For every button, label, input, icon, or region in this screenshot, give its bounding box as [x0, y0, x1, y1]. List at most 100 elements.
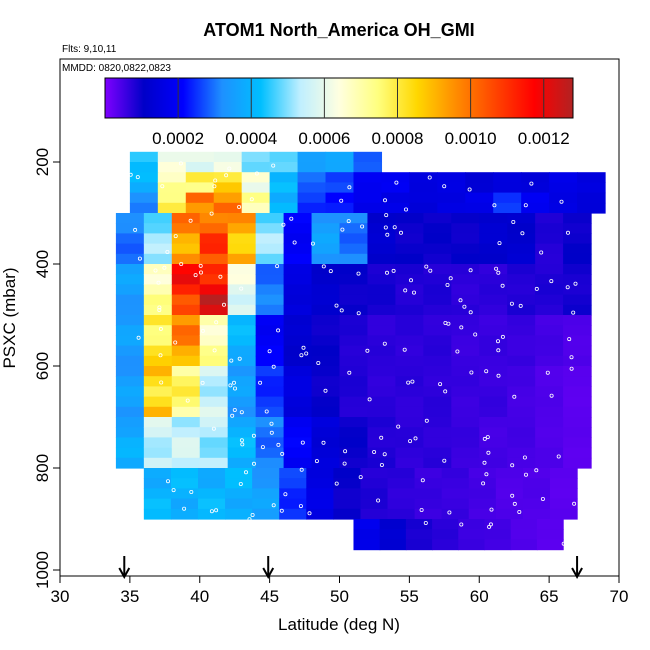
heatmap-cell — [367, 264, 396, 275]
heatmap-cell — [367, 427, 396, 438]
heatmap-cell — [255, 315, 285, 326]
heatmap-cell — [550, 468, 578, 479]
observation-point — [251, 526, 256, 531]
heatmap-cell — [507, 355, 536, 367]
observation-point — [468, 310, 473, 315]
heatmap-cell — [493, 172, 522, 183]
observation-point — [165, 479, 170, 484]
heatmap-cell — [367, 355, 396, 367]
heatmap-cell — [507, 386, 536, 398]
observation-point — [496, 373, 501, 378]
heatmap-cell — [465, 202, 494, 214]
heatmap-cell — [213, 192, 243, 204]
observation-point — [307, 511, 312, 516]
observation-point — [276, 442, 281, 447]
observation-point — [158, 353, 163, 358]
observation-point — [556, 454, 561, 459]
heatmap-cell — [306, 498, 334, 510]
y-tick-label: 400 — [33, 250, 52, 278]
heatmap-cell — [227, 315, 257, 326]
observation-point — [342, 461, 347, 466]
observation-point — [406, 380, 411, 385]
heatmap-cell — [143, 284, 173, 296]
heatmap-cell — [536, 539, 564, 551]
heatmap-cell — [479, 355, 508, 367]
observation-point — [232, 386, 237, 391]
observation-point — [271, 364, 276, 369]
x-tick-label: 60 — [470, 587, 489, 606]
heatmap-cell — [199, 274, 229, 285]
heatmap-cell — [423, 223, 452, 234]
heatmap-cell — [479, 284, 508, 296]
heatmap-cell — [255, 243, 285, 255]
mmdd-label: MMDD: 0820,0822,0823 — [62, 63, 171, 74]
heatmap-cell — [549, 192, 578, 204]
observation-point — [545, 370, 550, 375]
observation-point — [239, 286, 244, 291]
heatmap-cell — [432, 539, 459, 551]
observation-point — [495, 339, 500, 344]
heatmap-cell — [367, 213, 396, 224]
heatmap-cell — [432, 529, 459, 540]
observation-point — [376, 498, 381, 503]
heatmap-cell — [199, 396, 229, 408]
observation-point — [468, 268, 473, 273]
heatmap-cell — [535, 447, 564, 459]
heatmap-cell — [279, 488, 307, 500]
observation-point — [232, 407, 237, 412]
heatmap-cell — [283, 253, 313, 265]
heatmap-cell — [381, 192, 410, 204]
heatmap-cell — [353, 519, 381, 530]
heatmap-cell — [225, 508, 253, 520]
heatmap-cell — [563, 447, 592, 459]
heatmap-cell — [339, 243, 369, 255]
heatmap-cell — [115, 366, 145, 377]
observation-point — [529, 181, 534, 186]
heatmap-cell — [199, 366, 229, 377]
heatmap-cell — [414, 488, 443, 500]
heatmap-cell — [423, 447, 452, 459]
heatmap-cell — [423, 427, 452, 438]
observation-point — [391, 268, 396, 273]
heatmap-cell — [129, 172, 159, 183]
observation-point — [213, 178, 218, 183]
heatmap-cell — [353, 151, 383, 163]
observation-point — [165, 249, 170, 254]
heatmap-cell — [199, 355, 229, 367]
x-tick-label: 30 — [51, 587, 70, 606]
observation-point — [413, 436, 418, 441]
observation-point — [403, 288, 408, 293]
heatmap-cell — [563, 366, 592, 377]
observation-point — [229, 358, 234, 363]
observation-point — [494, 266, 499, 271]
observation-point — [271, 163, 276, 168]
heatmap-cell — [468, 478, 497, 489]
heatmap-cell — [479, 253, 508, 265]
heatmap-cell — [255, 345, 285, 357]
heatmap-cell — [522, 468, 551, 479]
heatmap-cell — [199, 304, 229, 316]
heatmap-cell — [255, 396, 285, 408]
heatmap-cell — [115, 345, 145, 357]
heatmap-cell — [521, 202, 550, 214]
observation-point — [264, 409, 269, 414]
heatmap-cell — [451, 396, 480, 408]
heatmap-cell — [325, 172, 355, 183]
heatmap-cell — [493, 202, 522, 214]
heatmap-cell — [395, 457, 424, 469]
heatmap-cell — [507, 304, 536, 316]
heatmap-cell — [423, 437, 452, 449]
observation-point — [462, 304, 467, 309]
x-tick-label: 50 — [330, 587, 349, 606]
heatmap-cell — [451, 355, 480, 367]
observation-point — [339, 308, 344, 313]
heatmap-cell — [535, 437, 564, 449]
heatmap-cell — [199, 315, 229, 326]
heatmap-cell — [199, 264, 229, 275]
observation-point — [237, 356, 242, 361]
observation-point — [347, 185, 352, 190]
heatmap-cell — [441, 508, 470, 520]
observation-point — [392, 225, 397, 230]
observation-point — [469, 370, 474, 375]
heatmap-cell — [563, 396, 592, 408]
